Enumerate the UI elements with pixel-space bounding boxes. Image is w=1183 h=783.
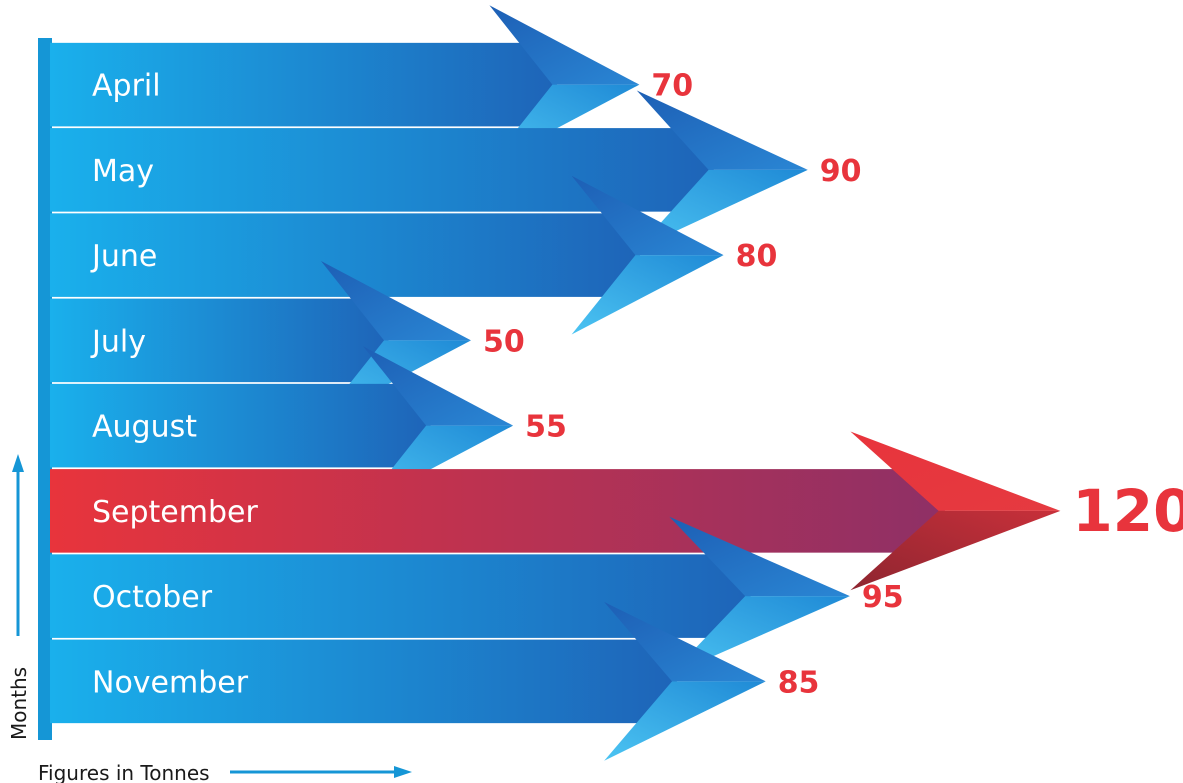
- arrowhead-top-april: [489, 5, 640, 85]
- y-axis-bar: [38, 38, 52, 740]
- arrowhead-bottom-november: [604, 681, 766, 761]
- data-label-september: 120: [1072, 477, 1183, 545]
- arrowhead-bottom-october: [669, 596, 850, 676]
- bar-august: [50, 383, 431, 468]
- bar-group-august: August 55: [50, 346, 567, 505]
- data-label-july: 50: [483, 324, 525, 359]
- data-label-may: 90: [820, 154, 862, 189]
- bar-group-june: June 80: [50, 175, 778, 335]
- arrowhead-top-july: [321, 261, 471, 341]
- bar-september: [50, 469, 945, 553]
- bar-group-april: April 70: [50, 5, 693, 164]
- tick-label-august: August: [92, 410, 197, 445]
- bar-november: [50, 639, 677, 724]
- arrowhead-top-october: [669, 516, 850, 597]
- bar-group-september: September 120: [50, 431, 1183, 591]
- data-label-august: 55: [525, 410, 567, 445]
- data-label-november: 85: [778, 665, 820, 700]
- bar-july: [50, 298, 389, 383]
- x-axis-label: Figures in Tonnes: [38, 761, 210, 783]
- arrowhead-bottom-may: [636, 169, 808, 250]
- tick-label-june: June: [90, 239, 157, 274]
- y-axis-label: Months: [7, 667, 31, 740]
- arrowhead-bottom-june: [571, 255, 724, 335]
- bar-group-november: November 85: [50, 602, 819, 761]
- arrowhead-top-may: [636, 90, 808, 170]
- tick-label-april: April: [92, 69, 161, 104]
- tick-label-september: September: [92, 495, 258, 530]
- arrowhead-top-june: [571, 175, 724, 256]
- tick-label-may: May: [92, 154, 154, 189]
- arrowhead-bottom-september: [850, 510, 1061, 591]
- tick-label-november: November: [92, 665, 249, 700]
- tick-label-october: October: [92, 580, 213, 615]
- arrowhead-bottom-august: [363, 425, 514, 505]
- data-label-october: 95: [862, 580, 904, 615]
- y-axis-arrow-icon: [12, 454, 24, 472]
- arrowhead-top-september: [850, 431, 1061, 511]
- tick-label-july: July: [90, 324, 146, 359]
- data-label-june: 80: [736, 239, 778, 274]
- arrowhead-top-november: [604, 602, 766, 682]
- x-axis-arrow-icon: [394, 766, 412, 778]
- bar-april: [50, 42, 557, 127]
- arrowhead-top-august: [363, 346, 514, 426]
- data-label-april: 70: [651, 69, 693, 104]
